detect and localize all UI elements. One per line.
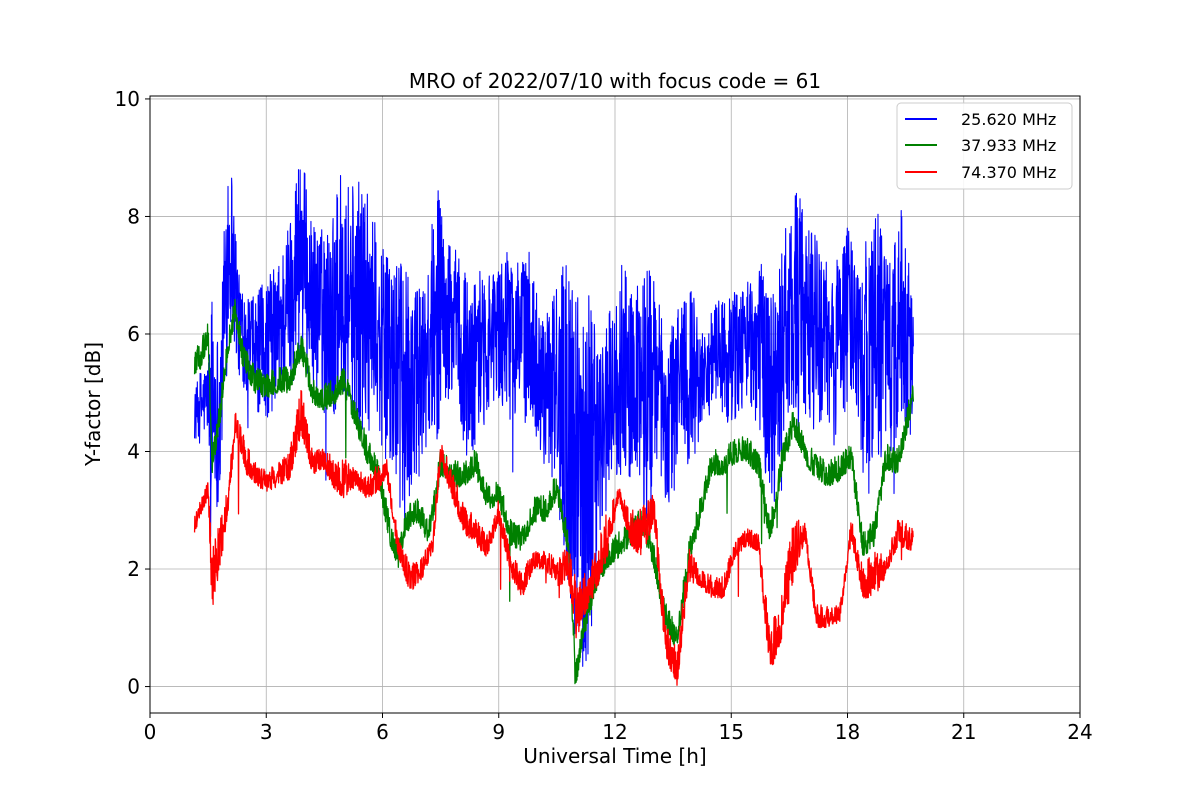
legend-label-37933: 37.933 MHz: [961, 136, 1056, 155]
series-line-25620: [194, 169, 914, 667]
x-tick-label: 9: [492, 720, 505, 744]
legend-label-74370: 74.370 MHz: [961, 163, 1056, 182]
chart-title: MRO of 2022/07/10 with focus code = 61: [409, 69, 821, 93]
x-tick-label: 0: [144, 720, 157, 744]
x-axis-label: Universal Time [h]: [523, 744, 706, 768]
x-tick-label: 24: [1067, 720, 1092, 744]
series-line-37933: [193, 298, 915, 685]
x-tick-label: 6: [376, 720, 389, 744]
legend-label-25620: 25.620 MHz: [961, 110, 1056, 129]
y-tick-label: 0: [127, 675, 140, 699]
x-tick-label: 18: [835, 720, 860, 744]
x-tick-label: 15: [719, 720, 744, 744]
x-tick-label: 12: [602, 720, 627, 744]
y-tick-label: 2: [127, 557, 140, 581]
series-line-74370: [193, 389, 914, 686]
y-tick-label: 10: [115, 87, 140, 111]
series-layer: [193, 169, 915, 686]
y-tick-label: 8: [127, 204, 140, 228]
x-tick-label: 21: [951, 720, 976, 744]
legend-box: [896, 102, 1073, 190]
legend: 25.620 MHz 37.933 MHz 74.370 MHz: [896, 102, 1073, 190]
y-tick-label: 4: [127, 440, 140, 464]
x-tick-label: 3: [260, 720, 273, 744]
y-axis-label: Y-factor [dB]: [81, 342, 105, 467]
y-tick-label: 6: [127, 322, 140, 346]
